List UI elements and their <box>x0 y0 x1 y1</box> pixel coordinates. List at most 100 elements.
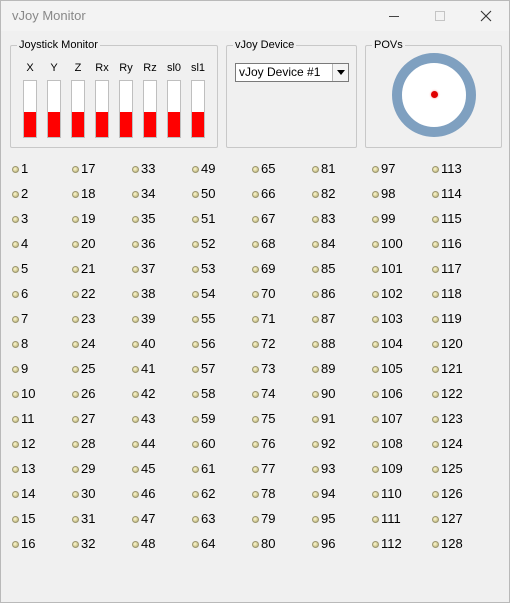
button-indicator-50: 50 <box>192 186 215 202</box>
button-number-label: 117 <box>441 261 462 276</box>
button-number-label: 16 <box>21 536 36 551</box>
led-indicator-icon <box>252 390 259 398</box>
minimize-button[interactable] <box>371 1 417 31</box>
button-number-label: 26 <box>81 386 96 401</box>
button-indicator-67: 67 <box>252 211 275 227</box>
button-indicator-103: 103 <box>372 311 403 327</box>
button-indicator-74: 74 <box>252 386 275 402</box>
button-indicator-115: 115 <box>432 211 462 227</box>
button-number-label: 71 <box>261 311 276 326</box>
axis-label-rz: Rz <box>143 62 157 74</box>
led-indicator-icon <box>312 240 319 248</box>
led-indicator-icon <box>312 190 319 198</box>
button-number-label: 78 <box>261 486 276 501</box>
led-indicator-icon <box>312 315 319 323</box>
button-number-label: 23 <box>81 311 96 326</box>
button-indicator-75: 75 <box>252 411 275 427</box>
led-indicator-icon <box>192 415 199 423</box>
button-number-label: 111 <box>381 511 401 526</box>
led-indicator-icon <box>12 215 19 223</box>
button-indicator-16: 16 <box>12 536 35 552</box>
button-indicator-82: 82 <box>312 186 335 202</box>
button-number-label: 67 <box>261 211 276 226</box>
button-number-label: 65 <box>261 161 276 176</box>
button-number-label: 18 <box>81 186 96 201</box>
button-number-label: 89 <box>321 361 336 376</box>
axis-label-x: X <box>26 62 34 74</box>
button-indicator-34: 34 <box>132 186 155 202</box>
button-indicator-4: 4 <box>12 236 28 252</box>
device-select[interactable]: vJoy Device #1 <box>235 63 349 82</box>
button-indicator-112: 112 <box>372 536 402 552</box>
button-indicator-96: 96 <box>312 536 335 552</box>
axis-fill-x <box>24 111 36 137</box>
button-number-label: 45 <box>141 461 156 476</box>
button-indicator-83: 83 <box>312 211 335 227</box>
button-number-label: 106 <box>381 386 403 401</box>
button-number-label: 120 <box>441 336 463 351</box>
led-indicator-icon <box>372 415 379 423</box>
axis-label-sl0: sl0 <box>166 62 182 74</box>
button-number-label: 60 <box>201 436 216 451</box>
button-number-label: 37 <box>141 261 156 276</box>
button-indicator-58: 58 <box>192 386 215 402</box>
axis-bar-x <box>23 80 37 138</box>
button-number-label: 29 <box>81 461 96 476</box>
button-number-label: 115 <box>441 211 462 226</box>
button-number-label: 51 <box>201 211 216 226</box>
led-indicator-icon <box>132 440 139 448</box>
button-indicator-80: 80 <box>252 536 275 552</box>
button-indicator-12: 12 <box>12 436 35 452</box>
povs-group: POVs <box>365 38 502 148</box>
button-indicator-123: 123 <box>432 411 463 427</box>
led-indicator-icon <box>192 540 199 548</box>
button-indicator-24: 24 <box>72 336 95 352</box>
pov-ring-indicator <box>392 53 476 137</box>
led-indicator-icon <box>372 265 379 273</box>
button-indicator-19: 19 <box>72 211 95 227</box>
button-indicator-36: 36 <box>132 236 155 252</box>
led-indicator-icon <box>72 190 79 198</box>
button-number-label: 9 <box>21 361 29 376</box>
button-indicator-92: 92 <box>312 436 335 452</box>
led-indicator-icon <box>432 490 439 498</box>
close-button[interactable] <box>463 1 509 31</box>
button-indicator-33: 33 <box>132 161 155 177</box>
dropdown-arrow-button[interactable] <box>332 64 348 81</box>
button-number-label: 82 <box>321 186 336 201</box>
led-indicator-icon <box>12 290 19 298</box>
led-indicator-icon <box>372 465 379 473</box>
button-number-label: 85 <box>321 261 336 276</box>
button-number-label: 121 <box>441 361 463 376</box>
led-indicator-icon <box>72 440 79 448</box>
button-indicator-78: 78 <box>252 486 275 502</box>
button-indicator-25: 25 <box>72 361 95 377</box>
led-indicator-icon <box>72 165 79 173</box>
button-indicator-46: 46 <box>132 486 155 502</box>
led-indicator-icon <box>132 340 139 348</box>
button-indicator-94: 94 <box>312 486 335 502</box>
led-indicator-icon <box>432 365 439 373</box>
button-number-label: 97 <box>381 161 396 176</box>
button-indicator-13: 13 <box>12 461 35 477</box>
button-number-label: 91 <box>321 411 336 426</box>
maximize-button[interactable] <box>417 1 463 31</box>
button-indicator-97: 97 <box>372 161 395 177</box>
button-number-label: 1 <box>21 161 29 176</box>
button-indicator-20: 20 <box>72 236 95 252</box>
led-indicator-icon <box>192 465 199 473</box>
led-indicator-icon <box>12 190 19 198</box>
button-indicator-68: 68 <box>252 236 275 252</box>
button-indicator-18: 18 <box>72 186 95 202</box>
led-indicator-icon <box>432 240 439 248</box>
led-indicator-icon <box>12 315 19 323</box>
led-indicator-icon <box>12 390 19 398</box>
led-indicator-icon <box>372 215 379 223</box>
axis-fill-rx <box>96 111 108 137</box>
led-indicator-icon <box>12 515 19 523</box>
button-indicator-2: 2 <box>12 186 28 202</box>
minimize-icon <box>389 15 399 17</box>
button-number-label: 110 <box>381 486 402 501</box>
led-indicator-icon <box>132 290 139 298</box>
led-indicator-icon <box>132 215 139 223</box>
